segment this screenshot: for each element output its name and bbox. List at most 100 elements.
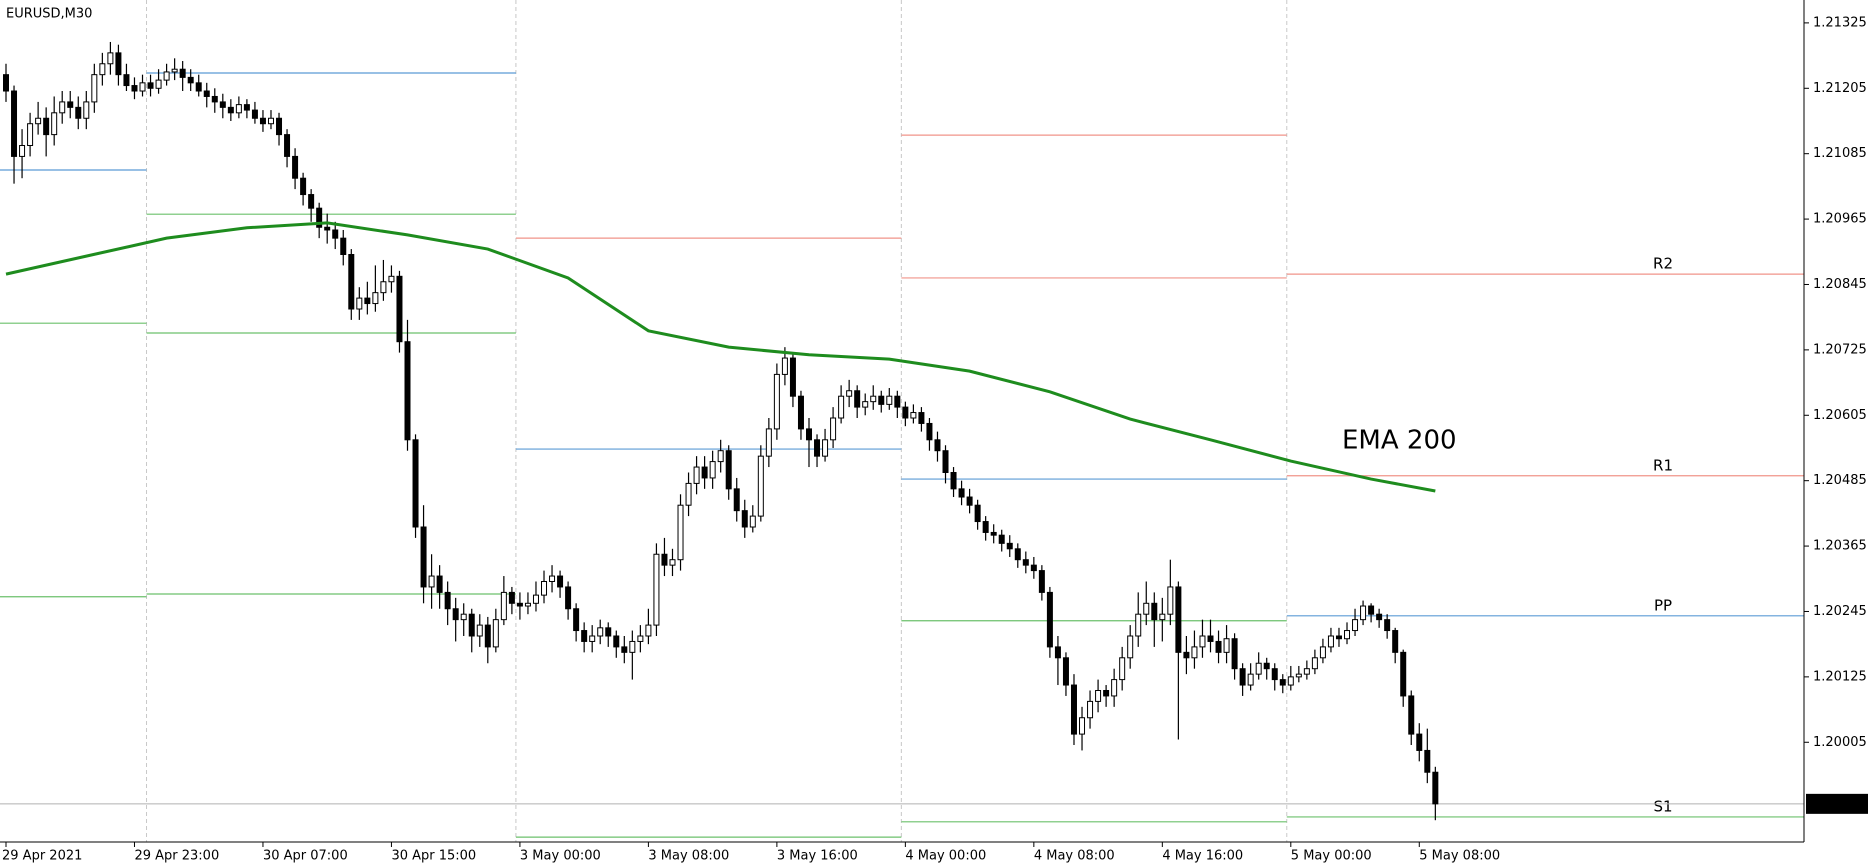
candle-body: [1014, 548, 1021, 561]
candle-body: [115, 52, 122, 76]
candle-body: [500, 591, 507, 621]
candle-body: [830, 417, 837, 441]
candle-body: [910, 412, 917, 419]
candle-body: [219, 101, 226, 108]
x-tick-label: 30 Apr 07:00: [263, 849, 348, 864]
candle-body: [822, 439, 829, 457]
candle-body: [1311, 657, 1318, 670]
candle-body: [300, 177, 307, 196]
y-tick-label: 1.20485: [1813, 473, 1867, 488]
candle-body: [179, 68, 186, 78]
candle-body: [1360, 605, 1367, 621]
candle-body: [1344, 630, 1351, 640]
pivot-label: R2: [1653, 255, 1673, 273]
candle-body: [1159, 613, 1166, 621]
candle-body: [139, 82, 146, 92]
chart-title: EURUSD,M30: [6, 7, 92, 22]
y-tick-label: 1.20725: [1813, 342, 1867, 357]
candle-body: [1151, 602, 1158, 621]
candle-body: [541, 580, 548, 596]
x-tick-label: 5 May 00:00: [1291, 849, 1372, 864]
candle-body: [605, 627, 612, 637]
y-tick-label: 1.20605: [1813, 408, 1867, 423]
candle-body: [1368, 605, 1375, 615]
candle-body: [1416, 733, 1423, 751]
candle-body: [725, 450, 732, 490]
candle-body: [886, 395, 893, 405]
ema-line: [5, 221, 1436, 493]
x-tick-label: 4 May 16:00: [1162, 849, 1243, 864]
candle-body: [123, 74, 130, 87]
pivot-label: R1: [1653, 456, 1673, 474]
candle-body: [990, 531, 997, 536]
candle-body: [966, 496, 973, 506]
candle-body: [251, 109, 258, 119]
candle-body: [701, 466, 708, 479]
candle-body: [91, 74, 98, 103]
candle-body: [749, 515, 756, 528]
candle-body: [1352, 619, 1359, 632]
candle-body: [1127, 635, 1134, 659]
price-label: 1.19892: [1812, 796, 1866, 811]
candle-body: [388, 275, 395, 283]
candle-body: [492, 619, 499, 648]
candle-body: [187, 76, 194, 84]
candle-body: [1327, 635, 1334, 648]
candle-body: [27, 123, 34, 147]
candle-body: [35, 117, 42, 125]
candle-body: [1191, 646, 1198, 659]
candle-body: [396, 275, 403, 343]
candle-body: [1384, 619, 1391, 632]
candle-body: [1046, 591, 1053, 648]
candle-body: [974, 504, 981, 523]
candle-body: [1303, 668, 1310, 675]
candle-body: [1062, 657, 1069, 686]
candle-body: [420, 526, 427, 588]
candle-body: [259, 117, 266, 125]
candle-body: [1070, 684, 1077, 735]
candle-body: [243, 104, 250, 111]
candle-body: [637, 635, 644, 642]
candle-body: [1319, 646, 1326, 659]
candle-body: [661, 553, 668, 566]
candle-body: [59, 101, 66, 114]
candle-body: [645, 624, 652, 637]
candle-body: [276, 117, 283, 136]
candle-body: [484, 624, 491, 648]
x-tick-label: 4 May 08:00: [1034, 849, 1115, 864]
candle-body: [1119, 657, 1126, 681]
candle-body: [894, 395, 901, 408]
candle-body: [958, 488, 965, 498]
candle-body: [195, 82, 202, 92]
candle-body: [709, 461, 716, 479]
candle-body: [1231, 638, 1238, 670]
candle-body: [412, 439, 419, 528]
candle-body: [436, 575, 443, 593]
candle-body: [131, 85, 138, 92]
pivot-label: S1: [1653, 797, 1672, 815]
candle-body: [316, 207, 323, 228]
candle-body: [621, 646, 628, 653]
candle-body: [838, 395, 845, 419]
y-tick-label: 1.20845: [1813, 277, 1867, 292]
candle-body: [308, 194, 315, 209]
candle-body: [227, 106, 234, 114]
candle-body: [1295, 673, 1302, 678]
candle-body: [581, 630, 588, 642]
candle-body: [476, 624, 483, 637]
candle-body: [685, 482, 692, 506]
candle-body: [565, 586, 572, 610]
candle-body: [918, 412, 925, 424]
candle-body: [757, 455, 764, 517]
candle-body: [1400, 651, 1407, 697]
candle-body: [669, 559, 676, 566]
candle-body: [854, 390, 861, 408]
candle-body: [797, 395, 804, 430]
candle-body: [444, 591, 451, 610]
candle-body: [1271, 668, 1278, 681]
y-tick-label: 1.20365: [1813, 539, 1867, 554]
candle-body: [653, 553, 660, 626]
x-tick-label: 29 Apr 2021: [2, 849, 82, 864]
candle-body: [292, 155, 299, 179]
